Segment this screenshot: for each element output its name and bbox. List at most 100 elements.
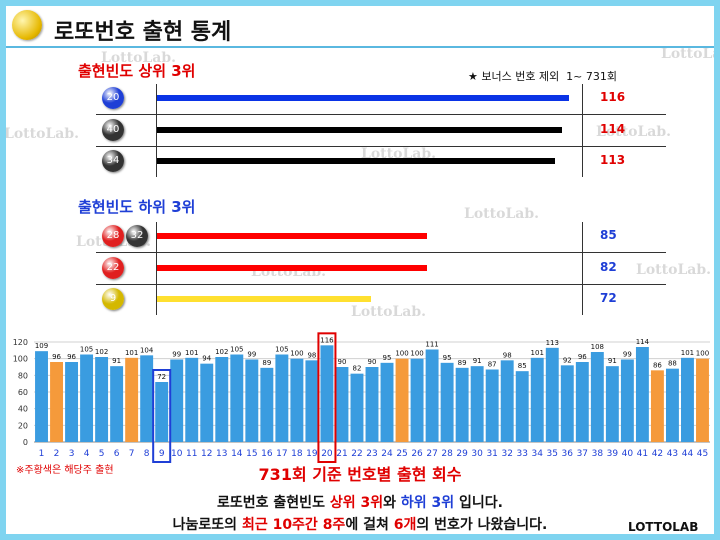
summary-highlight: 6개 — [393, 517, 417, 533]
chart-bar-41 — [635, 347, 649, 442]
x-tick-label: 34 — [532, 449, 544, 459]
x-tick-label: 5 — [99, 449, 105, 459]
lotto-ball: 40 — [102, 119, 124, 141]
chart-bar-6 — [110, 366, 124, 442]
data-label: 90 — [337, 358, 346, 366]
x-tick-label: 23 — [366, 449, 377, 459]
title-divider — [6, 46, 714, 48]
data-label: 98 — [307, 351, 316, 359]
chart-bar-37 — [575, 362, 589, 442]
data-label: 99 — [623, 351, 632, 359]
chart-caption: 731회 기준 번호별 출현 회수 — [258, 465, 462, 484]
data-label: 87 — [488, 361, 497, 369]
lotto-ball: 28 — [102, 225, 124, 247]
x-tick-label: 45 — [697, 449, 708, 459]
data-label: 96 — [578, 353, 587, 361]
chart-bar-32 — [500, 360, 514, 442]
range-note: ★ 보너스 번호 제외 1~ 731회 — [468, 70, 618, 83]
x-tick-label: 19 — [306, 449, 318, 459]
chart-bar-36 — [560, 365, 574, 442]
data-label: 108 — [591, 343, 604, 351]
x-tick-label: 22 — [351, 449, 362, 459]
lotto-ball: 22 — [102, 257, 124, 279]
summary-highlight: 상위 3위 — [329, 495, 384, 511]
summary-highlight: 최근 10주간 8주 — [241, 517, 346, 533]
chart-bar-26 — [410, 358, 424, 442]
data-label: 101 — [125, 349, 138, 357]
x-tick-label: 4 — [84, 449, 90, 459]
data-label: 114 — [636, 338, 650, 346]
data-label: 91 — [112, 357, 121, 365]
data-label: 82 — [353, 365, 362, 373]
summary-line-1: 로또번호 출현빈도 상위 3위와 하위 3위 입니다. — [6, 492, 714, 512]
chart-footnote: ※주황색은 해당주 출현 — [16, 465, 114, 476]
data-label: 98 — [503, 351, 512, 359]
chart-bar-35 — [545, 347, 559, 442]
chart-bar-16 — [260, 367, 274, 442]
top3-axis-line — [156, 84, 157, 177]
x-tick-label: 9 — [159, 449, 165, 459]
x-tick-label: 1 — [39, 449, 45, 459]
y-tick-label: 60 — [18, 388, 28, 397]
data-label: 72 — [157, 373, 166, 381]
frequency-value: 72 — [600, 291, 617, 305]
x-tick-label: 7 — [129, 449, 135, 459]
chart-bar-38 — [590, 352, 604, 442]
data-label: 101 — [681, 349, 694, 357]
chart-bar-1 — [35, 351, 48, 442]
watermark: LottoLab. — [661, 46, 714, 62]
bottom3-axis-line — [156, 222, 157, 315]
data-label: 90 — [368, 358, 377, 366]
data-label: 91 — [473, 357, 482, 365]
chart-bar-45 — [696, 358, 709, 442]
x-tick-label: 2 — [54, 449, 60, 459]
summary-text: 와 — [383, 495, 401, 511]
frequency-value: 82 — [600, 260, 617, 274]
y-tick-label: 100 — [13, 355, 28, 364]
chart-bar-13 — [215, 357, 229, 442]
watermark: LottoLab. — [636, 262, 712, 278]
y-tick-label: 0 — [23, 438, 28, 447]
lotto-ball: 9 — [102, 288, 124, 310]
frequency-bar — [157, 95, 569, 101]
x-tick-label: 12 — [201, 449, 212, 459]
x-tick-label: 43 — [667, 449, 678, 459]
data-label: 102 — [95, 348, 108, 356]
x-tick-label: 14 — [231, 449, 243, 459]
chart-bar-7 — [125, 357, 139, 442]
row-separator — [96, 284, 666, 285]
data-label: 95 — [383, 354, 392, 362]
data-label: 100 — [395, 350, 408, 358]
lotto-coin-icon — [12, 10, 42, 40]
x-tick-label: 25 — [396, 449, 407, 459]
summary-text: 입니다. — [454, 495, 503, 511]
data-label: 111 — [425, 341, 438, 349]
x-tick-label: 6 — [114, 449, 120, 459]
x-tick-label: 42 — [652, 449, 663, 459]
frequency-bar — [157, 127, 562, 133]
data-label: 85 — [518, 362, 527, 370]
chart-bar-2 — [50, 362, 63, 442]
data-label: 95 — [443, 354, 452, 362]
chart-bar-21 — [335, 367, 349, 442]
x-tick-label: 13 — [216, 449, 227, 459]
row-separator — [96, 114, 666, 115]
chart-bar-17 — [275, 354, 289, 442]
summary-highlight: 하위 3위 — [400, 495, 455, 511]
data-label: 104 — [140, 346, 154, 354]
chart-bar-19 — [305, 360, 319, 442]
x-tick-label: 28 — [441, 449, 453, 459]
data-label: 109 — [35, 342, 48, 350]
data-label: 94 — [202, 355, 211, 363]
data-label: 96 — [67, 353, 76, 361]
y-tick-label: 120 — [13, 338, 28, 347]
x-tick-label: 10 — [171, 449, 183, 459]
chart-bar-9 — [155, 382, 169, 442]
data-label: 99 — [172, 351, 181, 359]
y-tick-label: 20 — [18, 421, 28, 430]
chart-bar-18 — [290, 358, 304, 442]
top3-value-divider — [582, 84, 583, 177]
chart-bar-39 — [605, 366, 619, 442]
chart-bar-29 — [455, 367, 469, 442]
